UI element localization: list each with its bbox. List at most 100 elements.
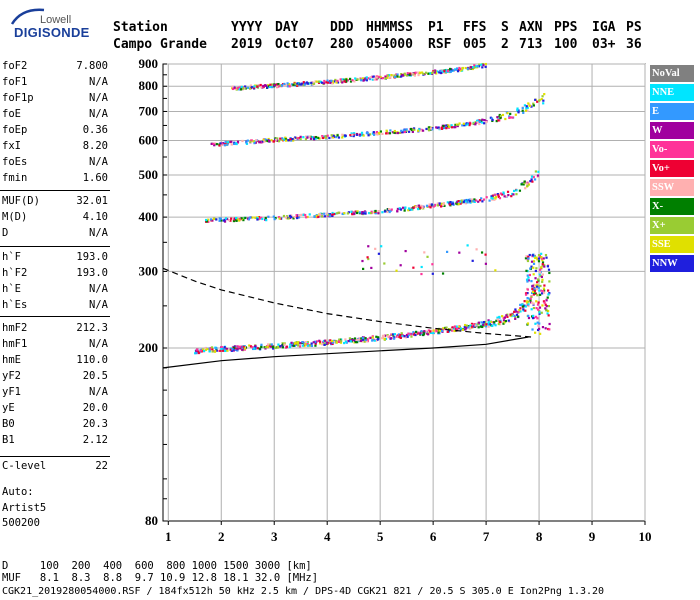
echo-point [536, 258, 539, 261]
echo-point [548, 271, 551, 275]
echo-point [502, 316, 505, 320]
echo-point [498, 197, 502, 200]
echo-point [545, 299, 548, 302]
echo-point [427, 129, 431, 132]
echo-point [532, 176, 535, 179]
echo-point [331, 341, 334, 344]
echo-point [270, 139, 273, 142]
echo-point [281, 138, 284, 141]
echo-point [512, 193, 515, 196]
echo-point [482, 323, 485, 327]
echo-point [397, 333, 401, 336]
echo-point [277, 216, 281, 219]
echo-point [243, 347, 246, 350]
echo-point [547, 268, 551, 271]
echo-point [417, 73, 420, 77]
echo-point [537, 254, 541, 257]
param-name: h`Es [2, 299, 28, 311]
echo-point [273, 84, 276, 87]
echo-point [458, 325, 461, 328]
echo-point [465, 324, 468, 327]
echo-point [272, 215, 275, 218]
echo-point [493, 321, 496, 324]
echo-point [472, 200, 475, 203]
echo-point [464, 200, 467, 203]
echo-point [375, 76, 378, 79]
echo-point [378, 131, 381, 135]
echo-point [283, 343, 286, 346]
header-label-7: S [501, 20, 509, 35]
echo-point [222, 347, 225, 350]
echo-point [429, 331, 433, 334]
echo-point [541, 273, 545, 276]
echo-point [289, 343, 292, 346]
echo-point [506, 112, 509, 115]
echo-point [331, 211, 334, 215]
echo-point [499, 114, 502, 118]
echo-point [229, 348, 232, 351]
header-value-4: 054000 [366, 37, 413, 52]
echo-point [390, 74, 393, 77]
echo-point [500, 193, 504, 196]
echo-point [357, 338, 360, 341]
echo-point [364, 338, 367, 341]
param-divider-2 [0, 316, 110, 317]
param-name: foEs [2, 156, 28, 168]
echo-point [427, 329, 430, 332]
echo-point [349, 340, 352, 343]
echo-point [532, 273, 535, 276]
echo-point [317, 81, 321, 84]
param-row-fof1p: foF1p N/A [2, 92, 108, 107]
echo-point [269, 344, 272, 347]
echo-point [524, 187, 527, 190]
echo-point [482, 320, 486, 324]
echo-point [309, 344, 312, 347]
echo-point [355, 211, 359, 215]
echo-point [264, 84, 267, 87]
echo-point [214, 142, 217, 145]
echo-point [443, 204, 446, 207]
echo-point [460, 201, 464, 204]
echo-point [374, 247, 377, 250]
echo-point [455, 201, 459, 204]
echo-point [244, 216, 247, 220]
echo-point [494, 269, 497, 272]
echo-point [240, 85, 243, 89]
echo-point [407, 333, 411, 337]
echo-point [449, 125, 452, 128]
echo-point [353, 212, 356, 215]
echo-point [536, 328, 540, 332]
echo-point [353, 80, 356, 83]
echo-point [529, 299, 532, 302]
echo-point [274, 83, 278, 86]
echo-point [532, 262, 536, 265]
echo-point [308, 213, 311, 216]
echo-point [363, 210, 367, 213]
echo-point [233, 348, 236, 351]
y-tick-label: 200 [139, 340, 159, 355]
echo-point [341, 133, 344, 136]
y-tick-label: 500 [139, 167, 159, 182]
echo-point [537, 301, 540, 304]
param-row-foep: foEp 0.36 [2, 124, 108, 139]
param-name: h`F [2, 251, 21, 263]
echo-point [460, 199, 463, 202]
echo-point [509, 314, 512, 317]
echo-point [360, 79, 363, 82]
echo-point [211, 348, 214, 351]
echo-point [473, 323, 476, 326]
echo-point [302, 81, 305, 84]
echo-point [463, 325, 466, 329]
echo-point [298, 345, 302, 348]
echo-point [359, 339, 363, 343]
echo-point [531, 317, 535, 320]
echo-point [300, 82, 303, 85]
echo-point [328, 136, 331, 140]
echo-point [239, 88, 243, 91]
echo-point [462, 122, 465, 125]
echo-point [303, 83, 306, 86]
echo-point [421, 205, 424, 209]
echo-point [227, 219, 231, 222]
echo-point [365, 340, 369, 343]
echo-point [295, 84, 299, 87]
